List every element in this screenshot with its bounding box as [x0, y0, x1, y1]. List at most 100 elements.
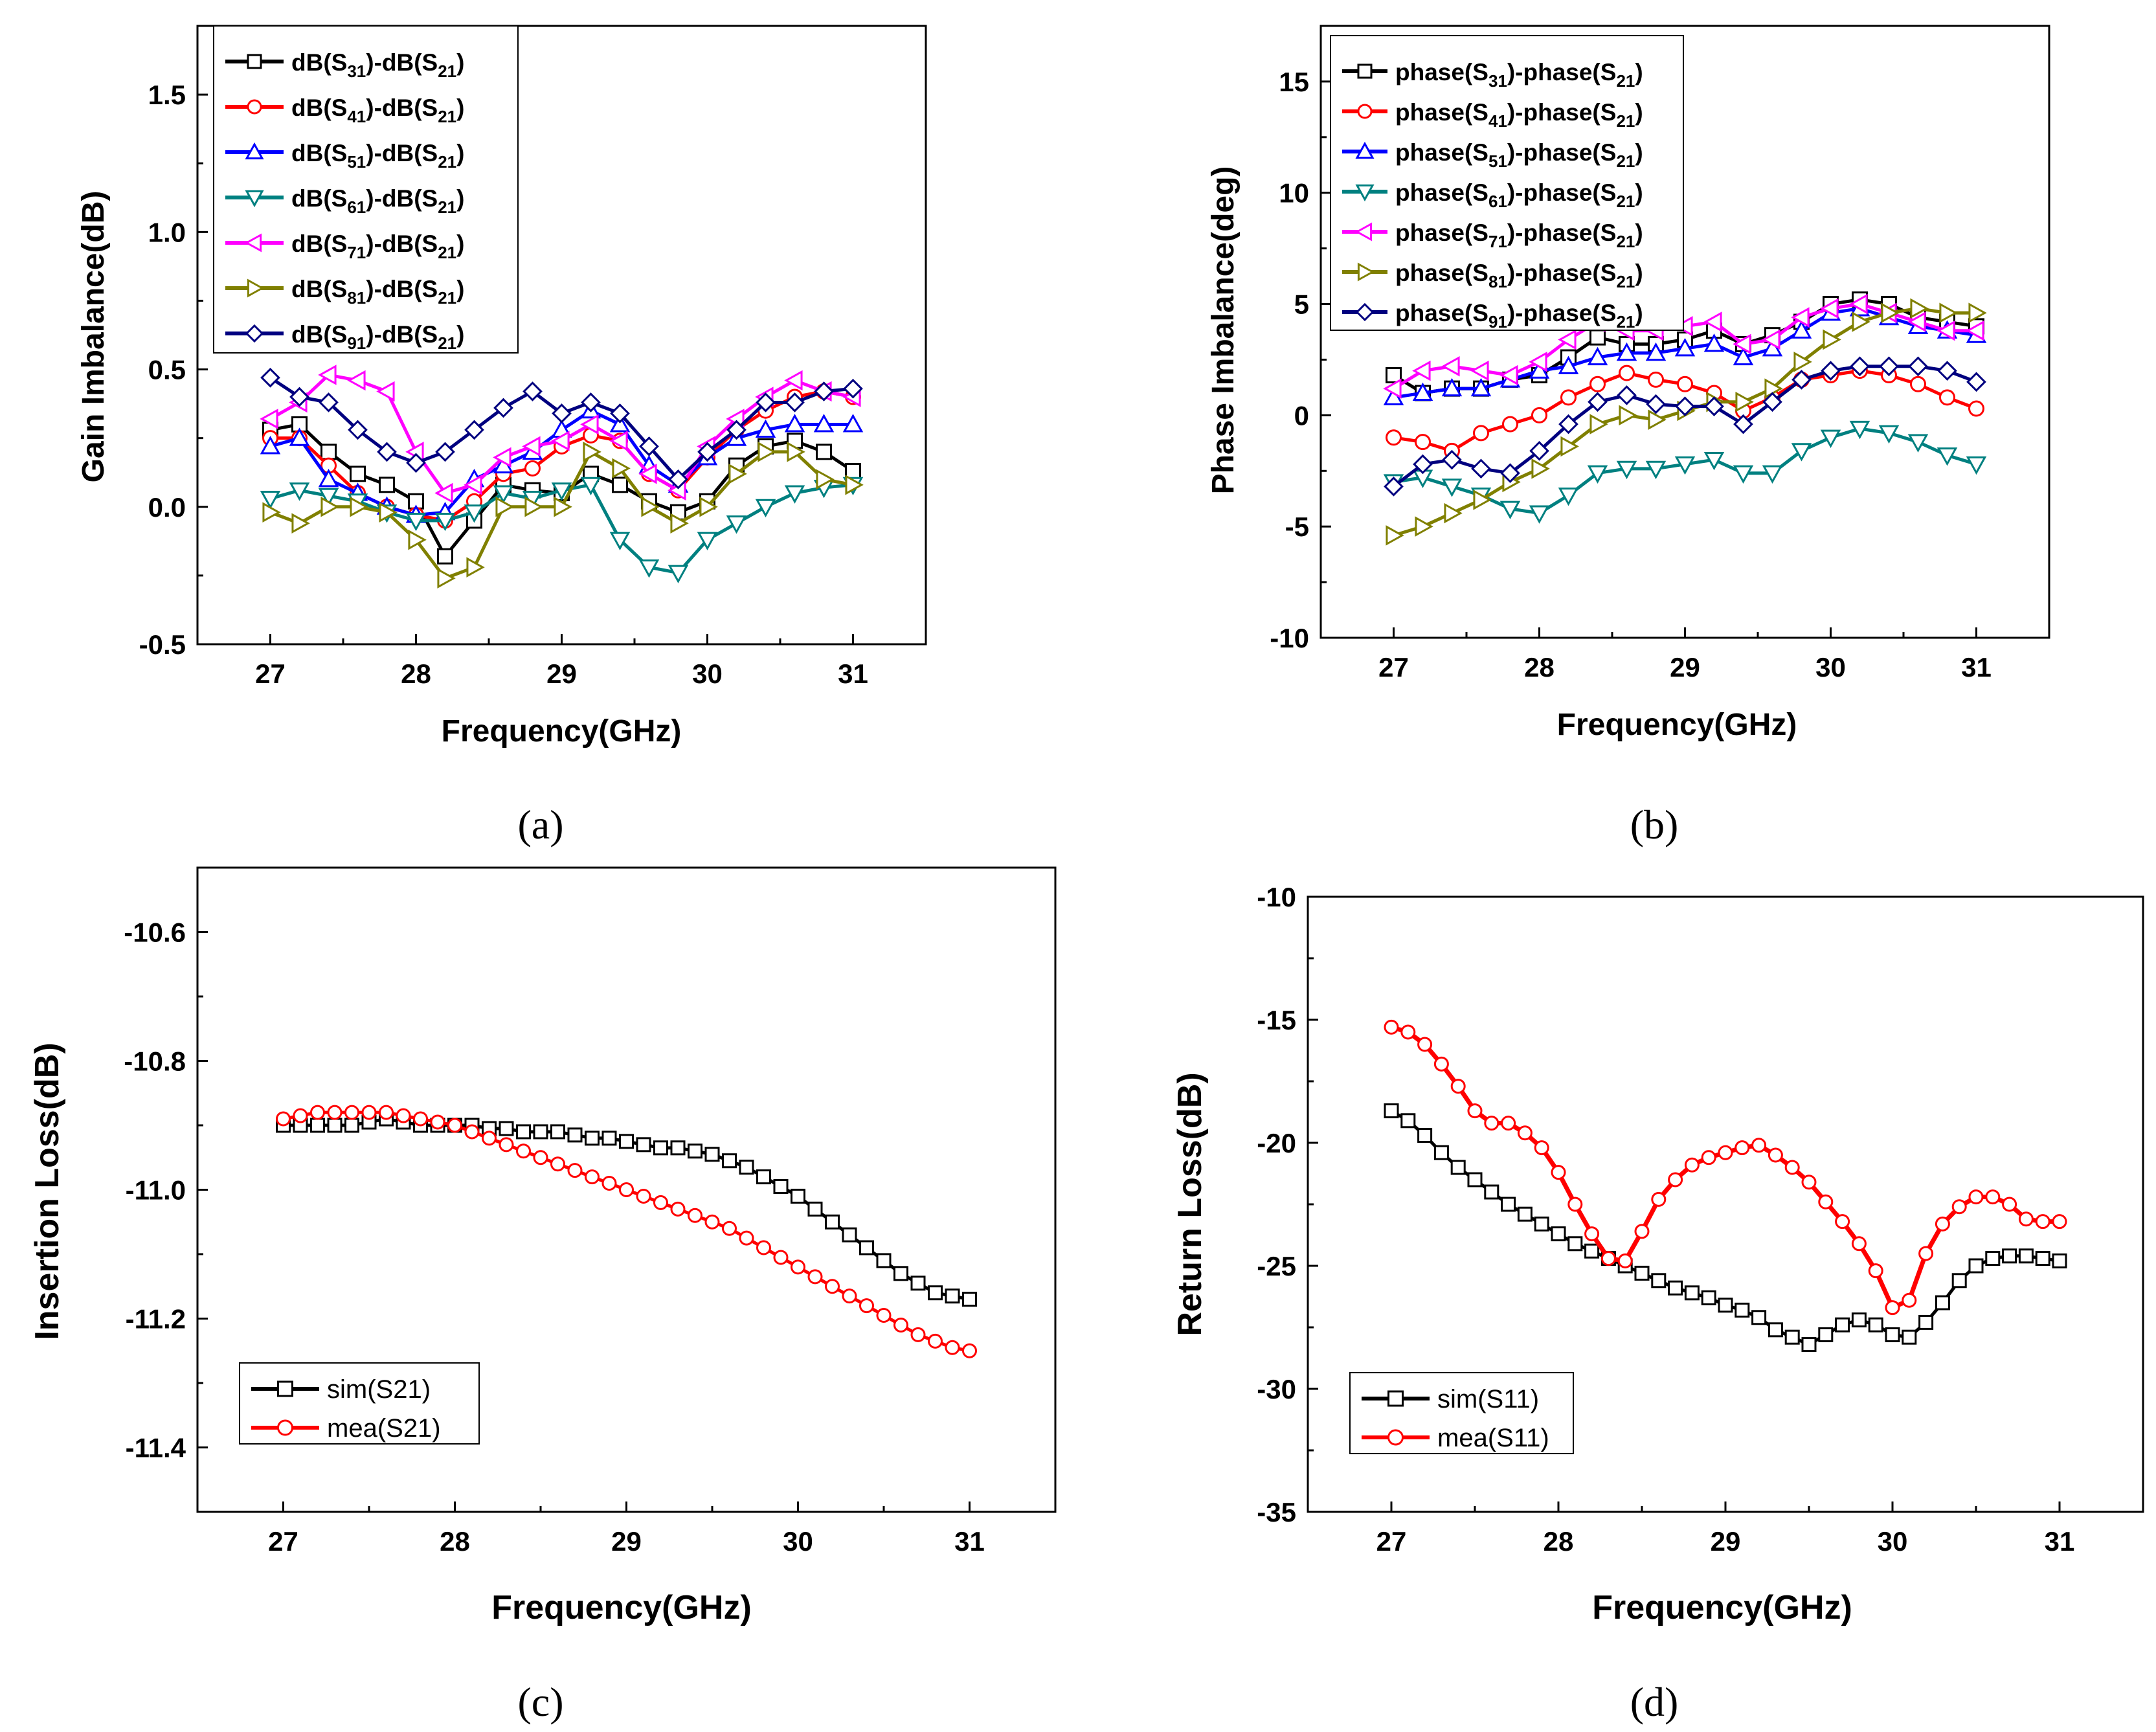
x-tick-label: 29 — [1711, 1526, 1741, 1557]
data-point-mea-s11 — [1751, 1138, 1767, 1153]
data-point-sim-s21 — [636, 1137, 651, 1153]
data-point-phase-s81-phase-s21 — [1473, 489, 1492, 510]
data-point-sim-s11 — [1835, 1317, 1850, 1333]
data-point-db-s91-db-s21 — [260, 367, 280, 388]
data-point-sim-s21 — [791, 1188, 805, 1204]
data-point-mea-s11 — [1784, 1160, 1800, 1175]
data-point-db-s61-db-s21 — [609, 532, 631, 550]
data-point-db-s61-db-s21 — [726, 515, 747, 534]
data-point-phase-s81-phase-s21 — [1386, 525, 1404, 546]
x-tick-label: 29 — [611, 1526, 642, 1557]
data-point-phase-s61-phase-s21 — [1703, 452, 1725, 471]
data-point-db-s91-db-s21 — [406, 453, 426, 473]
data-point-phase-s51-phase-s21 — [1645, 342, 1667, 361]
data-point-phase-s71-phase-s21 — [1907, 311, 1926, 332]
data-point-phase-s81-phase-s21 — [1852, 311, 1870, 332]
data-point-phase-s61-phase-s21 — [1820, 429, 1841, 449]
legend-entry: phase(S81)-phase(S21) — [1395, 260, 1643, 291]
data-point-db-s81-db-s21 — [583, 442, 601, 462]
data-point-mea-s11 — [1701, 1150, 1716, 1165]
data-point-sim-s11 — [1935, 1295, 1950, 1310]
data-point-phase-s61-phase-s21 — [1558, 488, 1579, 506]
data-point-sim-s11 — [1417, 1128, 1433, 1143]
legend-entry: dB(S71)-dB(S21) — [291, 231, 464, 262]
data-point-sim-s21 — [962, 1292, 977, 1307]
x-tick-label: 28 — [401, 658, 431, 689]
data-point-mea-s11 — [1684, 1157, 1700, 1173]
data-point-sim-s21 — [516, 1124, 531, 1140]
x-tick-label: 31 — [954, 1526, 985, 1557]
data-point-sim-s21 — [704, 1147, 720, 1162]
data-point-mea-s11 — [1567, 1197, 1583, 1212]
data-point-db-s91-db-s21 — [348, 420, 368, 440]
data-point-mea-s21 — [945, 1340, 960, 1355]
data-point-sim-s11 — [1517, 1206, 1533, 1222]
data-point-mea-s11 — [1617, 1253, 1633, 1268]
legend-entry: dB(S91)-dB(S21) — [291, 321, 464, 353]
data-point-phase-s91-phase-s21 — [1821, 361, 1841, 381]
data-point-mea-s11 — [1484, 1116, 1499, 1131]
data-point-db-s91-db-s21 — [522, 381, 543, 401]
data-point-phase-s51-phase-s21 — [1674, 337, 1696, 357]
data-point-db-s31-db-s21 — [816, 444, 832, 460]
data-point-db-s81-db-s21 — [262, 502, 281, 523]
data-point-db-s91-db-s21 — [610, 403, 630, 423]
data-point-mea-s11 — [1668, 1172, 1683, 1187]
data-point-mea-s21 — [430, 1114, 445, 1130]
data-point-phase-s51-phase-s21 — [1616, 342, 1637, 361]
x-tick-label: 29 — [546, 658, 577, 689]
legend-swatch-marker — [277, 1419, 293, 1436]
data-point-phase-s41-phase-s21 — [1560, 389, 1577, 406]
data-point-phase-s91-phase-s21 — [1791, 370, 1812, 390]
y-axis-title-c: Insertion Loss(dB) — [28, 1042, 66, 1340]
legend-swatch-marker — [1354, 222, 1373, 242]
data-point-phase-s81-phase-s21 — [1968, 302, 1987, 324]
data-point-mea-s21 — [482, 1130, 497, 1146]
data-point-mea-s11 — [1768, 1147, 1783, 1163]
data-point-phase-s71-phase-s21 — [1674, 316, 1693, 337]
data-point-phase-s61-phase-s21 — [1441, 478, 1463, 497]
data-point-sim-s11 — [1751, 1310, 1767, 1325]
data-point-db-s81-db-s21 — [612, 458, 631, 479]
data-point-phase-s91-phase-s21 — [1762, 392, 1782, 412]
data-point-db-s81-db-s21 — [728, 464, 747, 484]
data-point-phase-s71-phase-s21 — [1529, 352, 1547, 372]
data-point-mea-s21 — [516, 1143, 531, 1159]
data-point-sim-s11 — [1735, 1302, 1750, 1318]
series-d — [1384, 1019, 2067, 1353]
data-point-sim-s11 — [1701, 1290, 1716, 1305]
data-point-mea-s21 — [722, 1220, 737, 1236]
legend-box — [213, 25, 519, 354]
data-point-phase-s91-phase-s21 — [1966, 372, 1986, 392]
data-point-db-s81-db-s21 — [845, 475, 864, 495]
legend-swatch-marker — [247, 99, 262, 115]
data-point-mea-s21 — [413, 1111, 428, 1127]
y-tick-label: 15 — [1279, 67, 1309, 97]
y-tick-label: -10.6 — [124, 917, 186, 948]
data-point-sim-s21 — [585, 1130, 600, 1146]
data-point-phase-s51-phase-s21 — [1703, 333, 1725, 352]
data-point-sim-s11 — [1684, 1285, 1700, 1301]
data-point-mea-s11 — [1634, 1224, 1650, 1239]
data-point-sim-s11 — [1768, 1322, 1783, 1338]
data-point-mea-s21 — [962, 1343, 977, 1358]
data-point-db-s91-db-s21 — [814, 381, 834, 401]
data-point-sim-s21 — [773, 1179, 789, 1195]
data-point-mea-s21 — [859, 1298, 874, 1314]
legend-entry: phase(S61)-phase(S21) — [1395, 179, 1643, 211]
data-point-db-s61-db-s21 — [668, 565, 689, 583]
data-point-phase-s81-phase-s21 — [1444, 502, 1463, 524]
data-point-db-s61-db-s21 — [551, 482, 572, 501]
legend-entry: sim(S11) — [1437, 1385, 1539, 1413]
data-point-mea-s11 — [1968, 1189, 1984, 1205]
x-tick-label: 29 — [1670, 652, 1700, 682]
x-tick-label: 27 — [255, 658, 286, 689]
data-point-mea-s21 — [876, 1308, 892, 1323]
data-point-db-s61-db-s21 — [260, 490, 281, 510]
data-point-mea-s11 — [1534, 1140, 1549, 1156]
data-point-db-s81-db-s21 — [641, 497, 660, 517]
data-point-db-s71-db-s21 — [609, 431, 628, 451]
data-point-db-s61-db-s21 — [638, 559, 660, 578]
data-point-mea-s11 — [1384, 1019, 1399, 1035]
data-point-phase-s71-phase-s21 — [1703, 311, 1722, 332]
